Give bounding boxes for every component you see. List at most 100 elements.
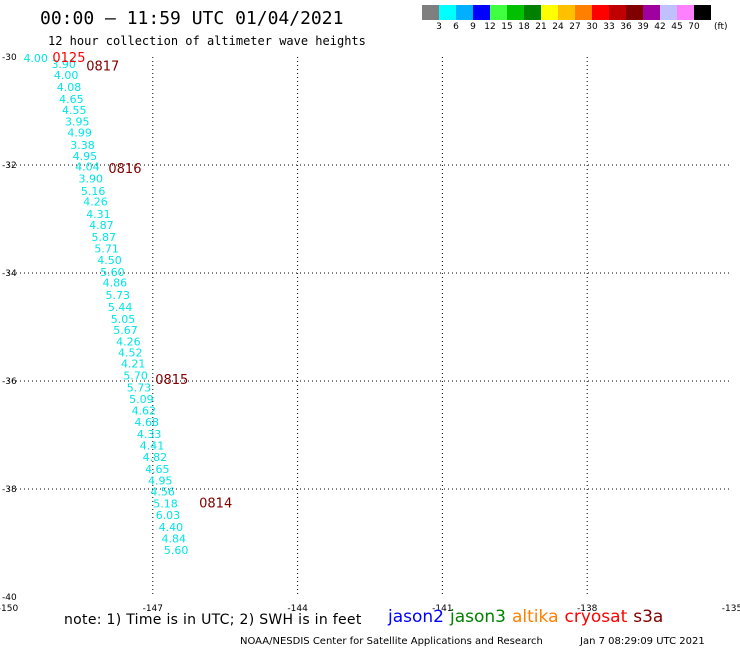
wave-height-label: 5.73 (105, 289, 129, 302)
wave-height-label: 4.95 (148, 474, 173, 487)
x-tick-label: -144 (287, 604, 308, 614)
color-scale-label: 36 (620, 22, 632, 32)
legend-entry-altika: altika (512, 607, 559, 627)
wave-height-label: 4.62 (132, 405, 157, 418)
wave-height-label: 5.87 (92, 231, 117, 244)
wave-height-label: 5.67 (113, 324, 138, 337)
wave-height-label: 5.73 (127, 381, 151, 394)
legend-entry-s3a: s3a (633, 607, 664, 627)
wave-height-label: 5.60 (100, 266, 125, 279)
color-scale-label: 9 (470, 22, 476, 32)
time-label: 0815 (155, 373, 188, 388)
time-label: 0816 (108, 162, 141, 177)
color-scale-swatch (677, 5, 694, 20)
wave-height-label: 4.00 (23, 52, 48, 65)
x-tick-label: -135 (722, 604, 740, 614)
color-scale-label: 15 (501, 22, 513, 32)
time-label: 0817 (86, 60, 119, 75)
x-tick-label: -150 (0, 604, 18, 614)
wave-height-label: 5.05 (111, 313, 136, 326)
color-scale-label: 18 (518, 22, 530, 32)
y-tick-label: -34 (2, 269, 17, 279)
wave-height-label: 4.00 (54, 69, 79, 82)
color-scale-swatch (422, 5, 439, 20)
color-scale-label: 70 (688, 22, 700, 32)
time-label: 0814 (199, 497, 232, 512)
color-scale-label: 30 (586, 22, 598, 32)
credit-text: NOAA/NESDIS Center for Satellite Applica… (240, 636, 543, 647)
footer-note: note: 1) Time is in UTC; 2) SWH is in fe… (64, 612, 362, 628)
x-tick-label: -141 (432, 604, 452, 614)
color-scale-label: 24 (552, 22, 564, 32)
y-tick-label: -32 (2, 161, 17, 171)
color-scale-label: 12 (484, 22, 496, 32)
color-scale-bar (422, 5, 711, 20)
color-scale-swatch (507, 5, 524, 20)
color-scale-swatch (694, 5, 711, 20)
wave-height-label: 4.26 (83, 196, 108, 209)
color-scale-labels: 3 6 9 12 15 18 21 24 27 30 33 36 39 42 45 70 (422, 22, 740, 34)
wave-height-label: 4.99 (67, 127, 92, 140)
color-scale-swatch (643, 5, 660, 20)
color-scale-label: 27 (569, 22, 581, 32)
legend-entry-jason3: jason3 (450, 607, 506, 627)
wave-height-label: 4.87 (89, 219, 114, 232)
color-scale-swatch (456, 5, 473, 20)
wave-height-label: 5.71 (94, 243, 119, 256)
wave-height-label: 5.60 (164, 544, 189, 557)
color-scale-label: 45 (671, 22, 683, 32)
color-scale-swatch (490, 5, 507, 20)
wave-height-label: 4.41 (140, 439, 165, 452)
wave-height-label: 3.38 (70, 139, 95, 152)
color-scale-label: 3 (436, 22, 442, 32)
y-tick-label: -36 (2, 377, 17, 387)
color-scale-swatch (439, 5, 456, 20)
wave-height-label: 4.52 (118, 346, 143, 359)
wave-height-label: 4.86 (103, 277, 128, 290)
wave-height-label: 4.84 (161, 533, 186, 546)
wave-height-label: 4.68 (134, 416, 159, 429)
color-scale-swatch (592, 5, 609, 20)
wave-height-label: 5.09 (129, 393, 154, 406)
wave-height-label: 3.90 (51, 58, 76, 71)
wave-height-label: 4.08 (57, 81, 81, 94)
wave-height-label: 4.65 (145, 463, 170, 476)
color-scale-swatch (609, 5, 626, 20)
wave-height-label: 4.33 (137, 428, 162, 441)
color-scale-label: 42 (654, 22, 666, 32)
wave-height-label: 4.40 (159, 521, 184, 534)
legend-entry-jason2: jason2 (388, 607, 444, 627)
wave-height-label: 4.31 (86, 208, 111, 221)
color-scale-swatch (660, 5, 677, 20)
wave-height-label: 6.03 (156, 509, 181, 522)
wave-height-label: 5.70 (123, 370, 148, 383)
time-label: 0125 (52, 51, 85, 66)
wave-height-label: 4.95 (73, 150, 98, 163)
wave-height-label: 5.18 (153, 498, 178, 511)
color-scale-swatch (558, 5, 575, 20)
color-scale-unit: (ft) (714, 22, 728, 32)
wave-height-label: 4.26 (116, 336, 141, 349)
x-tick-label: -147 (143, 604, 163, 614)
x-tick-label: -138 (577, 604, 598, 614)
color-scale-swatch (541, 5, 558, 20)
wave-height-label: 4.55 (62, 104, 87, 117)
wave-height-label: 5.44 (108, 301, 133, 314)
color-scale-swatch (575, 5, 592, 20)
wave-height-label: 3.90 (78, 173, 103, 186)
color-scale-swatch (524, 5, 541, 20)
legend-entry-cryosat: cryosat (564, 607, 628, 627)
wave-height-label: 3.95 (65, 115, 90, 128)
satellite-legend: jason2 jason3 altika cryosat s3a (388, 607, 669, 627)
color-scale-label: 39 (637, 22, 649, 32)
color-scale-label: 33 (603, 22, 615, 32)
wave-height-label: 5.16 (81, 185, 106, 198)
color-scale-label: 21 (535, 22, 547, 32)
wave-height-label: 4.04 (75, 161, 100, 174)
wave-height-label: 4.21 (121, 358, 146, 371)
wave-height-label: 4.56 (150, 486, 175, 499)
wave-height-label: 4.65 (59, 93, 84, 106)
page-subtitle: 12 hour collection of altimeter wave hei… (48, 34, 366, 48)
y-tick-label: -40 (2, 593, 17, 603)
